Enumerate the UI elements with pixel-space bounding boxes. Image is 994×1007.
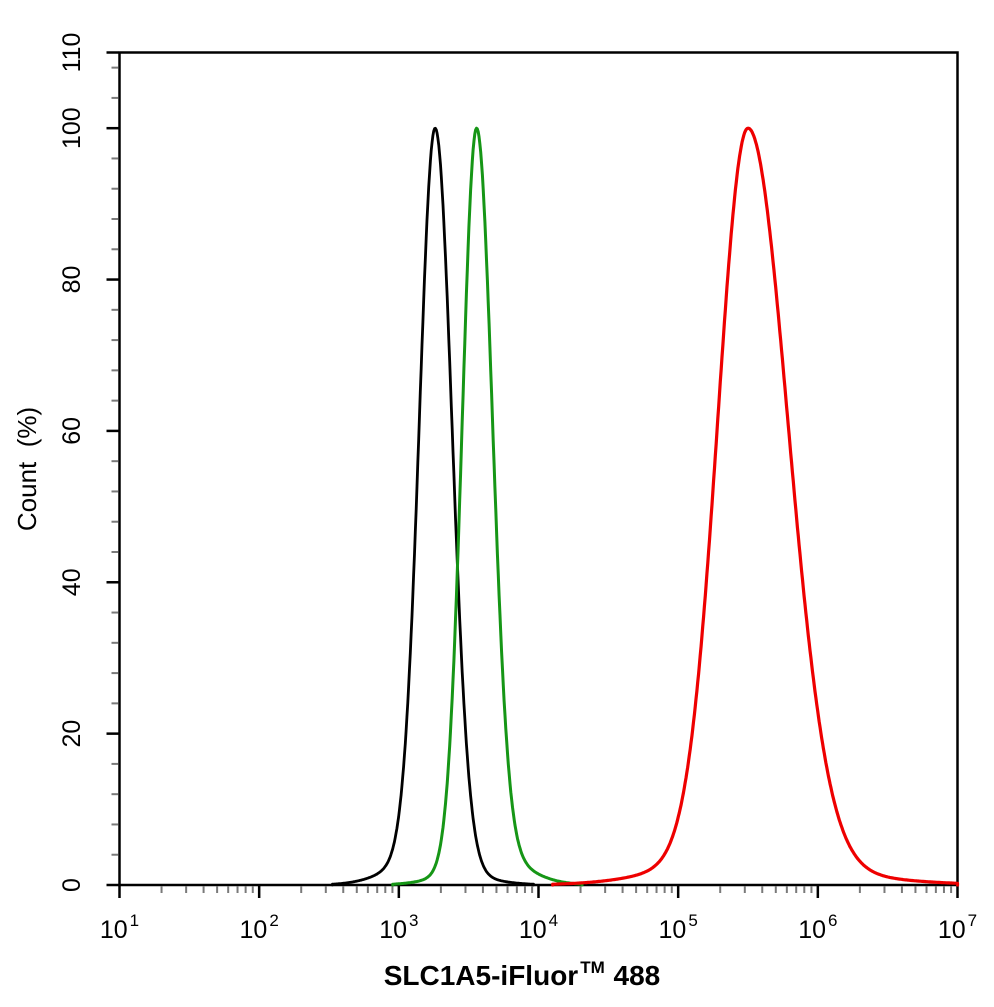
curves [331,126,960,887]
y-tick-label: 40 [58,568,86,596]
x-tick-label: 10 7 [938,911,977,944]
y-axis-title: Count (%) [12,407,42,531]
y-tick-label: 110 [58,33,86,73]
x-tick-exponent: 4 [549,911,558,930]
green-curve [391,126,584,887]
x-axis-title-tail: 488 [606,960,661,991]
axes: 10 1 10 2 10 3 10 4 10 5 10 6 10 7 0 20 40 60 80 100 110 [58,33,977,944]
x-tick-label: 10 3 [379,911,418,944]
x-tick-label: 10 4 [519,911,558,944]
y-tick-label: 100 [58,107,86,149]
x-axis-title: SLC1A5-iFluor TM 488 [384,958,661,991]
x-tick-label: 10 2 [240,911,279,944]
x-tick-exponent: 1 [130,911,139,930]
red-curve [551,126,960,887]
y-tick-label: 20 [58,720,86,748]
x-tick-exponent: 5 [688,911,697,930]
x-tick-exponent: 6 [828,911,837,930]
plot-frame [118,51,959,887]
y-tick-label: 0 [58,878,86,892]
x-tick-exponent: 2 [269,911,278,930]
x-tick-exponent: 3 [409,911,418,930]
x-tick-exponent: 7 [968,911,977,930]
black-curve [331,126,535,887]
y-tick-label: 60 [58,417,86,445]
trademark-superscript: TM [580,958,605,977]
x-axis-title-main: SLC1A5-iFluor [384,960,579,991]
y-tick-label: 80 [58,266,86,294]
x-tick-label: 10 1 [100,911,139,944]
x-tick-label: 10 5 [659,911,698,944]
x-tick-label: 10 6 [798,911,837,944]
